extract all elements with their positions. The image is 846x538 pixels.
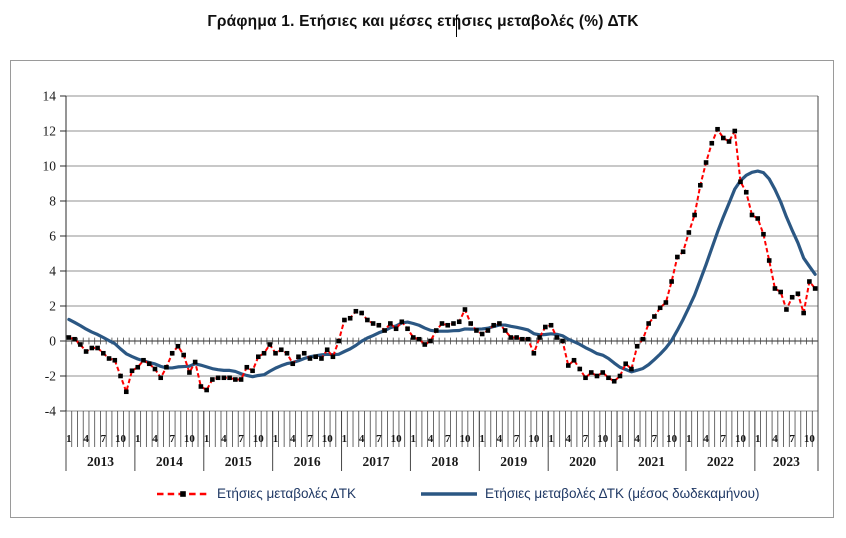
svg-text:2021: 2021 bbox=[638, 454, 665, 469]
gridlines bbox=[66, 95, 818, 412]
svg-text:10: 10 bbox=[253, 433, 265, 445]
svg-text:-2: -2 bbox=[45, 369, 56, 384]
svg-text:10: 10 bbox=[115, 433, 127, 445]
svg-text:10: 10 bbox=[391, 433, 403, 445]
svg-text:2016: 2016 bbox=[294, 454, 321, 469]
svg-text:2013: 2013 bbox=[87, 454, 114, 469]
title-text-caret bbox=[456, 15, 457, 37]
svg-text:7: 7 bbox=[583, 433, 589, 445]
legend-average-sample-icon bbox=[420, 491, 477, 496]
svg-text:2019: 2019 bbox=[500, 454, 527, 469]
svg-text:1: 1 bbox=[411, 433, 417, 445]
svg-text:1: 1 bbox=[479, 433, 485, 445]
legend-item-average: Ετήσιες μεταβολές ΔΤΚ (μέσος δωδεκαμήνου… bbox=[420, 486, 760, 501]
svg-text:0: 0 bbox=[49, 334, 56, 349]
svg-text:4: 4 bbox=[497, 433, 503, 445]
series-average-line bbox=[67, 169, 817, 379]
svg-text:1: 1 bbox=[273, 433, 279, 445]
svg-text:6: 6 bbox=[49, 229, 56, 244]
svg-text:2015: 2015 bbox=[225, 454, 252, 469]
svg-text:4: 4 bbox=[566, 433, 572, 445]
svg-text:7: 7 bbox=[238, 433, 244, 445]
svg-text:1: 1 bbox=[204, 433, 210, 445]
svg-text:7: 7 bbox=[169, 433, 175, 445]
svg-text:1: 1 bbox=[617, 433, 623, 445]
svg-text:4: 4 bbox=[359, 433, 365, 445]
legend-annual-label: Ετήσιες μεταβολές ΔΤΚ bbox=[217, 486, 356, 501]
svg-text:2023: 2023 bbox=[773, 454, 800, 469]
month-axis: 1 4 7 10 1 4 7 10 1 4 7 10 1 4 7 10 1 4 7 10 1 4 7 10 1 4 7 10 1 4 7 10… bbox=[65, 411, 819, 447]
svg-text:10: 10 bbox=[459, 433, 471, 445]
series-annual-line bbox=[68, 128, 816, 393]
svg-text:7: 7 bbox=[445, 433, 451, 445]
year-axis: 2013 2014 2015 2016 2017 2018 2019 2020 2021 2022… bbox=[65, 411, 819, 471]
svg-text:7: 7 bbox=[721, 433, 727, 445]
svg-text:12: 12 bbox=[43, 124, 57, 139]
svg-text:4: 4 bbox=[428, 433, 434, 445]
x-axis-zero bbox=[65, 337, 819, 345]
svg-text:4: 4 bbox=[772, 433, 778, 445]
svg-text:4: 4 bbox=[83, 433, 89, 445]
svg-text:1: 1 bbox=[135, 433, 141, 445]
svg-text:2020: 2020 bbox=[569, 454, 596, 469]
svg-text:10: 10 bbox=[322, 433, 334, 445]
svg-text:7: 7 bbox=[376, 433, 382, 445]
svg-text:10: 10 bbox=[666, 433, 678, 445]
svg-text:1: 1 bbox=[548, 433, 554, 445]
chart-outer-box: -4 -2 0 2 4 6 8 10 12 14 1 4 7 10 1 4 7 10 1 4 7 10 1 4 7 10 1 4 7 10… bbox=[10, 60, 834, 518]
svg-text:10: 10 bbox=[43, 159, 57, 174]
svg-text:1: 1 bbox=[755, 433, 761, 445]
svg-text:10: 10 bbox=[528, 433, 540, 445]
legend-item-annual: Ετήσιες μεταβολές ΔΤΚ bbox=[156, 486, 356, 501]
svg-text:10: 10 bbox=[597, 433, 609, 445]
svg-text:4: 4 bbox=[49, 264, 56, 279]
svg-text:2: 2 bbox=[49, 299, 56, 314]
legend-annual-sample-icon bbox=[157, 490, 209, 497]
svg-text:1: 1 bbox=[66, 433, 72, 445]
y-axis: -4 -2 0 2 4 6 8 10 12 14 bbox=[43, 89, 67, 471]
svg-text:4: 4 bbox=[290, 433, 296, 445]
svg-text:14: 14 bbox=[43, 89, 57, 104]
svg-text:8: 8 bbox=[49, 194, 56, 209]
legend-average-label: Ετήσιες μεταβολές ΔΤΚ (μέσος δωδεκαμήνου… bbox=[484, 486, 760, 501]
svg-text:10: 10 bbox=[804, 433, 816, 445]
svg-text:7: 7 bbox=[789, 433, 795, 445]
svg-text:4: 4 bbox=[221, 433, 227, 445]
svg-text:2018: 2018 bbox=[431, 454, 458, 469]
legend-annual-marker bbox=[180, 490, 186, 497]
svg-text:10: 10 bbox=[184, 433, 196, 445]
svg-text:4: 4 bbox=[703, 433, 709, 445]
chart-legend: Ετήσιες μεταβολές ΔΤΚ Ετήσιες μεταβολές … bbox=[11, 486, 833, 501]
svg-text:7: 7 bbox=[101, 433, 107, 445]
svg-text:7: 7 bbox=[652, 433, 658, 445]
svg-text:10: 10 bbox=[735, 433, 747, 445]
svg-text:7: 7 bbox=[307, 433, 313, 445]
series-annual-markers bbox=[66, 126, 818, 395]
svg-text:7: 7 bbox=[514, 433, 520, 445]
svg-text:4: 4 bbox=[634, 433, 640, 445]
svg-text:1: 1 bbox=[686, 433, 692, 445]
svg-text:2017: 2017 bbox=[362, 454, 389, 469]
chart-title: Γράφημα 1. Ετήσιες και μέσες ετήσιες μετ… bbox=[207, 13, 639, 30]
svg-text:1: 1 bbox=[342, 433, 348, 445]
svg-text:2022: 2022 bbox=[707, 454, 734, 469]
svg-text:2014: 2014 bbox=[156, 454, 183, 469]
svg-text:4: 4 bbox=[152, 433, 158, 445]
svg-text:-4: -4 bbox=[45, 404, 56, 419]
